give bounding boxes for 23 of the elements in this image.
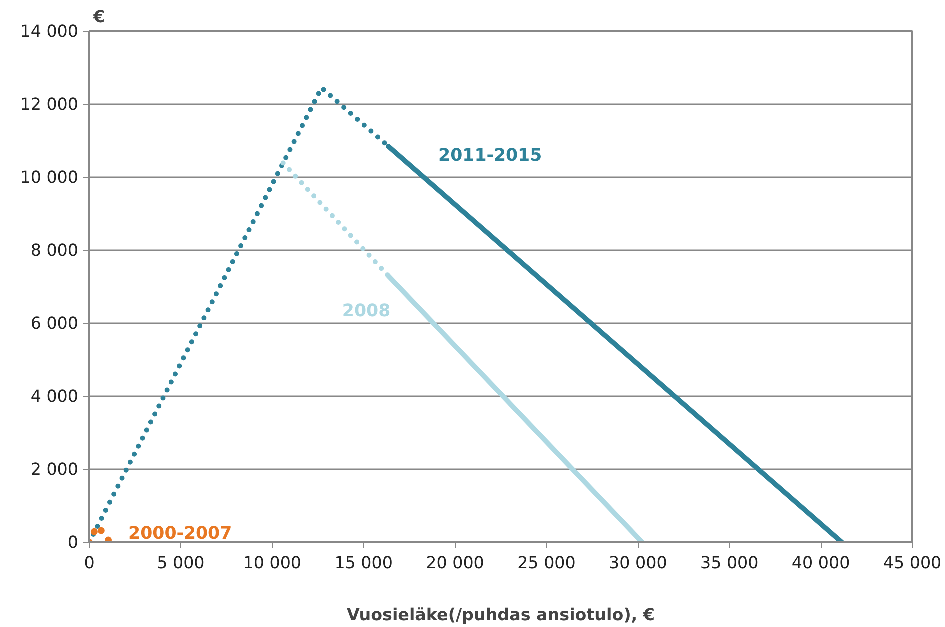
series-label: 2000-2007 [128, 524, 232, 544]
y-tick-label: 0 [68, 533, 79, 552]
x-axis-title: Vuosieläke(/puhdas ansiotulo), € [346, 606, 656, 624]
y-tick-label: 14 000 [20, 22, 78, 41]
x-tick-label: 40 000 [792, 554, 850, 572]
y-tick-label: 12 000 [20, 95, 78, 114]
series-label: 2011-2015 [438, 146, 542, 166]
y-tick-label: 10 000 [20, 168, 78, 187]
y-tick-label: 2 000 [30, 460, 79, 479]
x-tick-label: 30 000 [609, 554, 668, 572]
y-tick-label: 4 000 [30, 387, 79, 406]
y-axis-title: € [92, 8, 106, 26]
x-tick-label: 25 000 [518, 554, 576, 572]
x-tick-label: 20 000 [426, 554, 484, 572]
y-tick-label: 6 000 [30, 314, 79, 333]
x-tick-label: 15 000 [334, 554, 393, 572]
x-tick-label: 0 [84, 554, 95, 572]
x-tick-label: 5 000 [157, 554, 205, 572]
x-tick-label: 10 000 [243, 554, 302, 572]
x-tick-label: 45 000 [883, 554, 942, 572]
y-tick-label: 8 000 [30, 241, 79, 260]
x-tick-label: 35 000 [700, 554, 759, 572]
series-label: 2008 [342, 302, 391, 322]
